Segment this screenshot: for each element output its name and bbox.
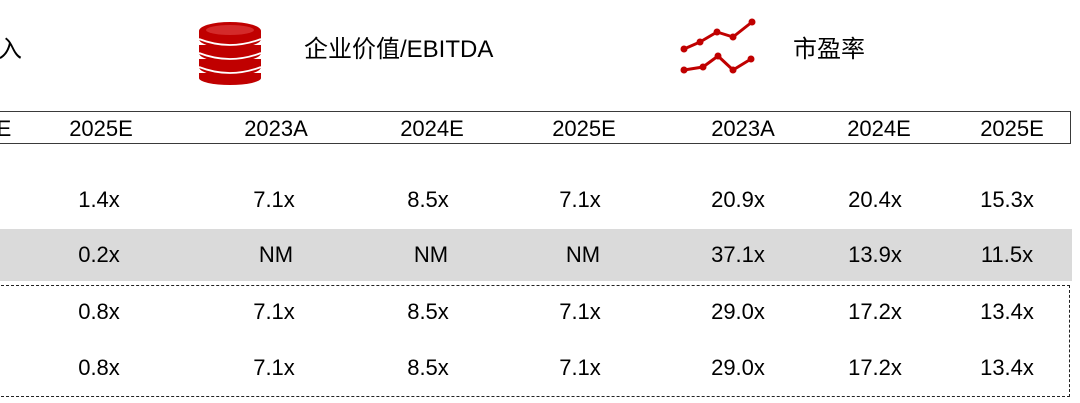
table-cell: 20.4x bbox=[848, 187, 902, 212]
table-cell: 7.1x bbox=[559, 355, 601, 380]
year-cell: 2024E bbox=[400, 116, 464, 141]
line-chart-icon bbox=[680, 18, 756, 74]
table-cell: 13.4x bbox=[980, 299, 1034, 324]
table-cell: 7.1x bbox=[253, 299, 295, 324]
year-cell: 2025E bbox=[980, 116, 1044, 141]
table-cell: 37.1x bbox=[711, 242, 765, 267]
year-cell: 2025E bbox=[69, 116, 133, 141]
table-cell: 8.5x bbox=[407, 355, 449, 380]
table-cell: 13.9x bbox=[848, 242, 902, 267]
table-row: 0.8x 7.1x 8.5x 7.1x 29.0x 17.2x 13.4x bbox=[0, 343, 1072, 393]
year-cell: 2024E bbox=[847, 116, 911, 141]
table-cell: 29.0x bbox=[711, 355, 765, 380]
table-cell: NM bbox=[413, 242, 449, 267]
table-row: 0.8x 7.1x 8.5x 7.1x 29.0x 17.2x 13.4x bbox=[0, 287, 1072, 337]
table-cell: 15.3x bbox=[980, 187, 1034, 212]
table-cell: 0.8x bbox=[78, 355, 120, 380]
table-row: 1.4x 7.1x 8.5x 7.1x 20.9x 20.4x 15.3x bbox=[0, 175, 1072, 225]
year-cell: 2023A bbox=[711, 116, 775, 141]
table-cell: 29.0x bbox=[711, 299, 765, 324]
table-cell: NM bbox=[565, 242, 601, 267]
year-cell: 2025E bbox=[552, 116, 616, 141]
table-cell: 7.1x bbox=[559, 299, 601, 324]
coin-stack-icon bbox=[198, 22, 262, 85]
year-cell: 2023A bbox=[244, 116, 308, 141]
table-cell: 7.1x bbox=[253, 187, 295, 212]
table-cell: 7.1x bbox=[559, 187, 601, 212]
table-cell: 13.4x bbox=[980, 355, 1034, 380]
table-cell: 0.2x bbox=[78, 242, 120, 267]
table-cell: 17.2x bbox=[848, 299, 902, 324]
ev-ebitda-header: 企业价值/EBITDA bbox=[304, 36, 494, 63]
dashed-group-border bbox=[0, 285, 1070, 397]
table-cell: 0.8x bbox=[78, 299, 120, 324]
year-cell: E bbox=[0, 116, 12, 141]
table-cell: 20.9x bbox=[711, 187, 765, 212]
table-cell: 8.5x bbox=[407, 299, 449, 324]
table-cell: NM bbox=[258, 242, 294, 267]
year-header-row: E 2025E 2023A 2024E 2025E 2023A 2024E 20… bbox=[0, 111, 1071, 144]
table-cell: 8.5x bbox=[407, 187, 449, 212]
table-cell: 11.5x bbox=[980, 242, 1034, 267]
table-cell: 7.1x bbox=[253, 355, 295, 380]
table-row-highlighted: 0.2x NM NM NM 37.1x 13.9x 11.5x bbox=[0, 229, 1072, 281]
table-cell: 1.4x bbox=[78, 187, 120, 212]
partial-header-label: 入 bbox=[0, 36, 22, 63]
table-cell: 17.2x bbox=[848, 355, 902, 380]
pe-ratio-header: 市盈率 bbox=[793, 36, 865, 63]
